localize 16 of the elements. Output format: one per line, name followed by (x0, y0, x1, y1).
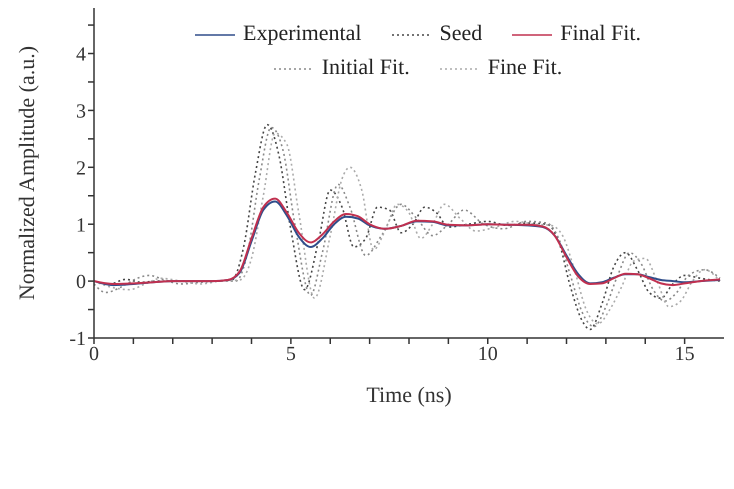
legend-label: Experimental (242, 20, 362, 46)
y-tick-label: -1 (69, 328, 86, 350)
y-tick-label: 4 (76, 44, 86, 66)
legend-label: Initial Fit. (320, 54, 410, 80)
x-tick-label: 15 (674, 343, 695, 366)
y-tick-label: 2 (76, 157, 86, 180)
legend-label: Seed (438, 20, 482, 46)
y-tick-label: 0 (76, 271, 86, 294)
y-tick-label: 3 (76, 100, 86, 123)
x-tick-label: 10 (478, 343, 498, 366)
x-tick-label: 5 (286, 343, 296, 366)
y-axis-title: Normalized Amplitude (a.u.) (14, 46, 39, 300)
y-tick-label: 1 (76, 214, 86, 236)
legend-label: Final Fit. (559, 20, 641, 46)
legend-label: Fine Fit. (486, 54, 562, 80)
x-axis-title: Time (ns) (366, 382, 452, 407)
